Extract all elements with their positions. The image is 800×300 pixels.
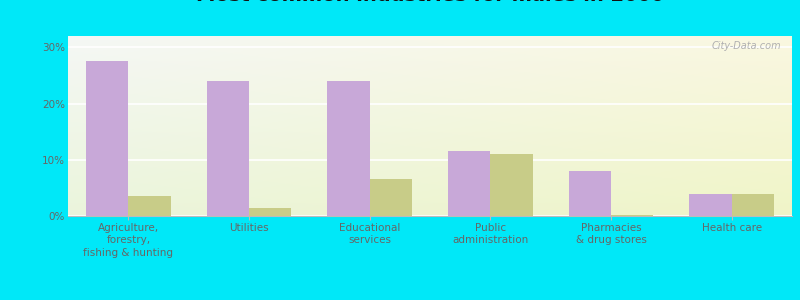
Bar <box>490 154 533 216</box>
Text: City-Data.com: City-Data.com <box>711 41 781 51</box>
Bar <box>370 179 412 216</box>
Bar <box>86 61 128 216</box>
Bar <box>249 208 291 216</box>
Bar <box>206 81 249 216</box>
Bar <box>327 81 370 216</box>
Bar <box>128 196 170 216</box>
Bar <box>569 171 611 216</box>
Bar <box>732 194 774 216</box>
Title: Most common industries for males in 2000: Most common industries for males in 2000 <box>196 0 664 5</box>
Bar <box>448 151 490 216</box>
Bar <box>690 194 732 216</box>
Bar <box>611 215 654 216</box>
